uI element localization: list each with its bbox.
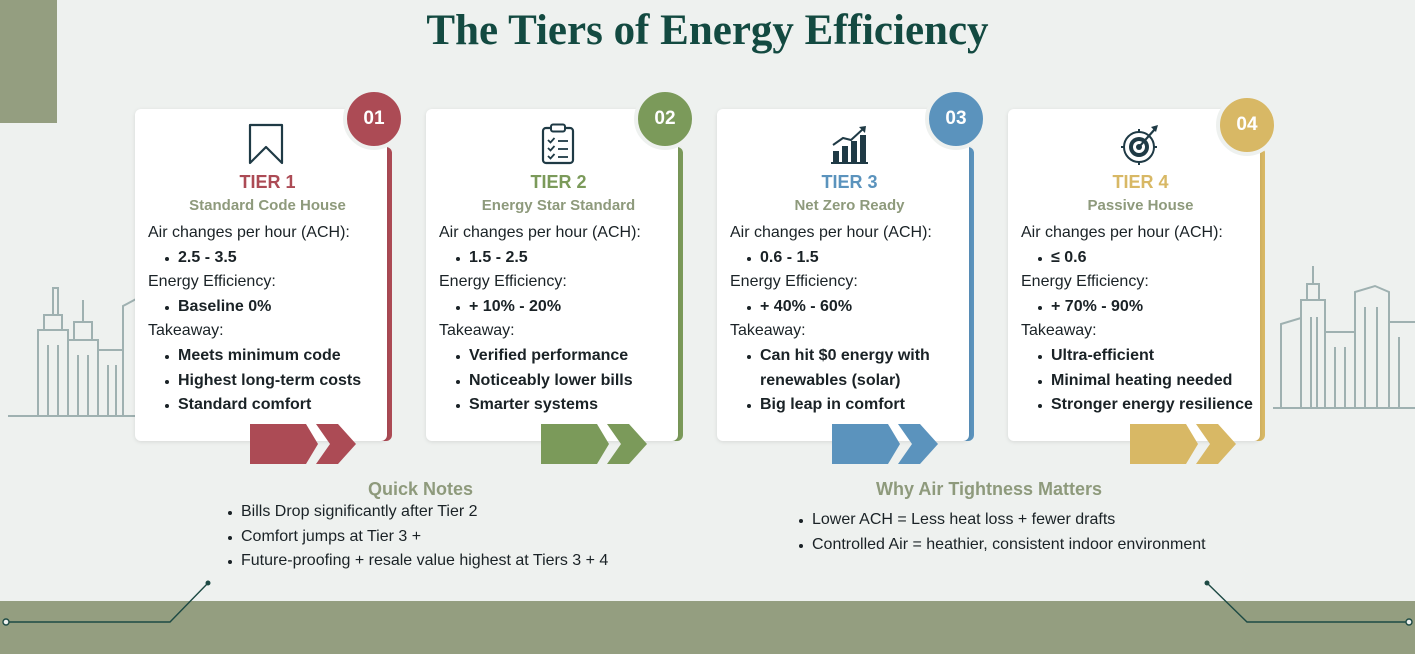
tier-label: TIER 3 (821, 172, 878, 192)
air-tightness-item: Lower ACH = Less heat loss + fewer draft… (796, 508, 1276, 533)
takeaway-item: Minimal heating needed (1021, 369, 1257, 394)
takeaway-item: Meets minimum code (148, 344, 384, 369)
tier-number-badge: 04 (1216, 94, 1278, 156)
tier-card-3: 03 TIER 3 Net Zero Ready Air changes per… (717, 88, 987, 441)
tier-name: Standard Code House (189, 197, 346, 214)
tier-label: TIER 2 (530, 172, 587, 192)
chevron-arrows-icon (541, 424, 647, 464)
bar-chart-growth-icon (831, 126, 868, 164)
takeaway-item: Big leap in comfort (730, 393, 966, 418)
clipboard-checklist-icon (541, 123, 575, 165)
air-tightness-list: Lower ACH = Less heat loss + fewer draft… (796, 508, 1276, 557)
bookmark-icon (248, 123, 284, 165)
quick-notes-title: Quick Notes (368, 479, 474, 499)
tier-card-body (135, 109, 387, 441)
takeaway-item: Smarter systems (439, 393, 675, 418)
tier-name: Energy Star Standard (481, 197, 636, 214)
takeaway-item: Ultra-efficient (1021, 344, 1257, 369)
tier-card-body (426, 109, 678, 441)
chevron-arrows-icon (250, 424, 356, 464)
ach-heading: Air changes per hour (ACH): (148, 224, 350, 241)
takeaway-item: Stronger energy resilience (1021, 393, 1257, 418)
left-skyline-illustration (8, 287, 139, 417)
tier-number-badge: 02 (634, 88, 696, 150)
tier-card-2: 02 TIER 2 Energy Star Standard Air chang… (426, 88, 696, 441)
ach-value: 0.6 - 1.5 (730, 246, 966, 271)
tier-number-badge: 03 (925, 88, 987, 150)
ach-value: 2.5 - 3.5 (148, 246, 384, 271)
efficiency-heading: Energy Efficiency: (439, 273, 567, 291)
tier-number-badge: 01 (343, 88, 405, 150)
takeaway-item: Noticeably lower bills (439, 369, 675, 394)
quick-note-item: Comfort jumps at Tier 3 + (225, 525, 685, 550)
takeaway-item: Can hit $0 energy with renewables (solar… (730, 344, 966, 393)
chevron-arrows-icon (1130, 424, 1236, 464)
tier-label: TIER 1 (239, 172, 296, 192)
efficiency-heading: Energy Efficiency: (1021, 273, 1149, 291)
tier-name: Net Zero Ready (794, 197, 905, 214)
tier-card-1: 01 TIER 1 Standard Code House Air change… (135, 88, 405, 441)
quick-note-item: Bills Drop significantly after Tier 2 (225, 500, 685, 525)
ach-heading: Air changes per hour (ACH): (730, 224, 932, 241)
takeaway-item: Highest long-term costs (148, 369, 384, 394)
air-tightness-title: Why Air Tightness Matters (876, 479, 1103, 499)
tier-name: Passive House (1087, 197, 1194, 214)
ach-heading: Air changes per hour (ACH): (439, 224, 641, 241)
right-skyline-illustration (1273, 266, 1415, 409)
footer-band (0, 601, 1415, 654)
takeaway-heading: Takeaway: (148, 322, 224, 340)
tier-details: Air changes per hour (ACH): 2.5 - 3.5 En… (148, 221, 384, 418)
corner-decoration (0, 0, 57, 123)
page-title: The Tiers of Energy Efficiency (426, 7, 989, 54)
takeaway-heading: Takeaway: (730, 322, 806, 340)
ach-value: ≤ 0.6 (1021, 246, 1257, 271)
tier-details: Air changes per hour (ACH): 0.6 - 1.5 En… (730, 221, 966, 418)
target-arrow-icon (1121, 125, 1158, 165)
quick-notes-list: Bills Drop significantly after Tier 2 Co… (225, 500, 685, 574)
takeaway-heading: Takeaway: (1021, 322, 1097, 340)
quick-note-item: Future-proofing + resale value highest a… (225, 549, 685, 574)
air-tightness-item: Controlled Air = heathier, consistent in… (796, 533, 1276, 558)
tier-card-body (717, 109, 969, 441)
efficiency-heading: Energy Efficiency: (730, 273, 858, 291)
circuit-line-decoration (2, 580, 1413, 626)
tier-details: Air changes per hour (ACH): 1.5 - 2.5 En… (439, 221, 675, 418)
ach-value: 1.5 - 2.5 (439, 246, 675, 271)
takeaway-item: Verified performance (439, 344, 675, 369)
efficiency-value: + 40% - 60% (730, 295, 966, 320)
tier-details: Air changes per hour (ACH): ≤ 0.6 Energy… (1021, 221, 1257, 418)
takeaway-item: Standard comfort (148, 393, 384, 418)
tier-label: TIER 4 (1112, 172, 1169, 192)
tier-card-4: 04 TIER 4 Passive House Air changes per … (1008, 94, 1278, 441)
efficiency-value: + 10% - 20% (439, 295, 675, 320)
chevron-arrows-icon (832, 424, 938, 464)
efficiency-value: + 70% - 90% (1021, 295, 1257, 320)
ach-heading: Air changes per hour (ACH): (1021, 224, 1223, 241)
tier-card-body (1008, 109, 1260, 441)
takeaway-heading: Takeaway: (439, 322, 515, 340)
efficiency-value: Baseline 0% (148, 295, 384, 320)
efficiency-heading: Energy Efficiency: (148, 273, 276, 291)
